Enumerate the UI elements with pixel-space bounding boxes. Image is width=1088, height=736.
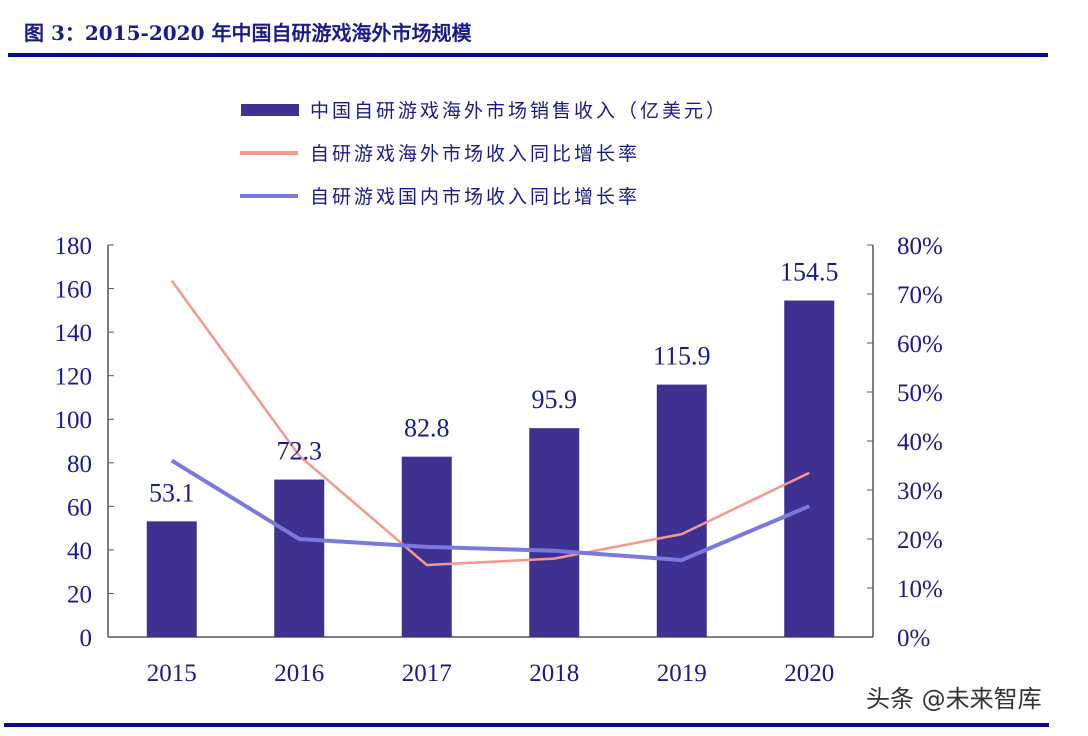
right-tick-label: 0% (897, 625, 930, 652)
bar-value-label: 95.9 (532, 385, 578, 414)
right-tick-label: 30% (897, 478, 943, 505)
axes: 0 20 40 60 80 100 120 140 160 180 0% 10% 20% 30% 40% 50… (55, 233, 943, 687)
x-tick-label: 2015 (147, 660, 197, 687)
left-tick-label: 0 (80, 625, 93, 652)
right-tick-label: 40% (897, 429, 943, 456)
x-tick-label: 2019 (657, 660, 707, 687)
left-tick-label: 140 (55, 320, 93, 347)
bar-value-label: 82.8 (404, 414, 450, 443)
left-tick-label: 120 (55, 364, 93, 391)
bar-value-label: 115.9 (653, 342, 711, 371)
x-tick-label: 2017 (402, 660, 452, 687)
left-tick-label: 180 (55, 233, 93, 260)
legend: 中国自研游戏海外市场销售收入（亿美元） 自研游戏海外市场收入同比增长率自研游戏国内… (240, 100, 728, 208)
right-tick-label: 20% (897, 527, 943, 554)
legend-label: 中国自研游戏海外市场销售收入（亿美元） (310, 100, 728, 122)
legend-swatch-bar (241, 104, 299, 116)
left-tick-label: 80 (67, 451, 92, 478)
right-tick-label: 80% (897, 233, 943, 260)
x-tick-label: 2020 (784, 660, 834, 687)
bar (529, 428, 580, 637)
line-series-2 (170, 458, 811, 563)
legend-label: 自研游戏国内市场收入同比增长率 (310, 186, 640, 208)
bars (146, 300, 835, 637)
left-tick-label: 60 (67, 494, 92, 521)
right-tick-label: 70% (897, 282, 943, 309)
right-tick-label: 60% (897, 331, 943, 358)
bottom-rule (4, 723, 1049, 727)
bar (656, 384, 707, 637)
bar-value-label: 72.3 (277, 437, 323, 466)
chart-title: 图 3：2015-2020 年中国自研游戏海外市场规模 (24, 21, 472, 45)
left-tick-label: 20 (67, 581, 92, 608)
bar (146, 521, 197, 637)
left-tick-label: 40 (67, 538, 92, 565)
x-tick-label: 2016 (274, 660, 324, 687)
bar-value-label: 154.5 (780, 258, 839, 287)
right-tick-label: 10% (897, 576, 943, 603)
right-tick-label: 50% (897, 380, 943, 407)
legend-label: 自研游戏海外市场收入同比增长率 (310, 143, 640, 165)
bar (784, 300, 835, 637)
line-series-1 (170, 280, 810, 567)
bar (274, 479, 325, 637)
left-tick-label: 100 (55, 407, 93, 434)
left-tick-label: 160 (55, 277, 93, 304)
title-rule (8, 53, 1048, 57)
data-labels: 53.1 72.3 82.8 95.9 115.9 154.5 (149, 258, 839, 508)
lines (170, 280, 811, 567)
watermark: 头条 @未来智库 (866, 685, 1042, 713)
bar-value-label: 53.1 (149, 478, 195, 507)
x-tick-label: 2018 (529, 660, 579, 687)
